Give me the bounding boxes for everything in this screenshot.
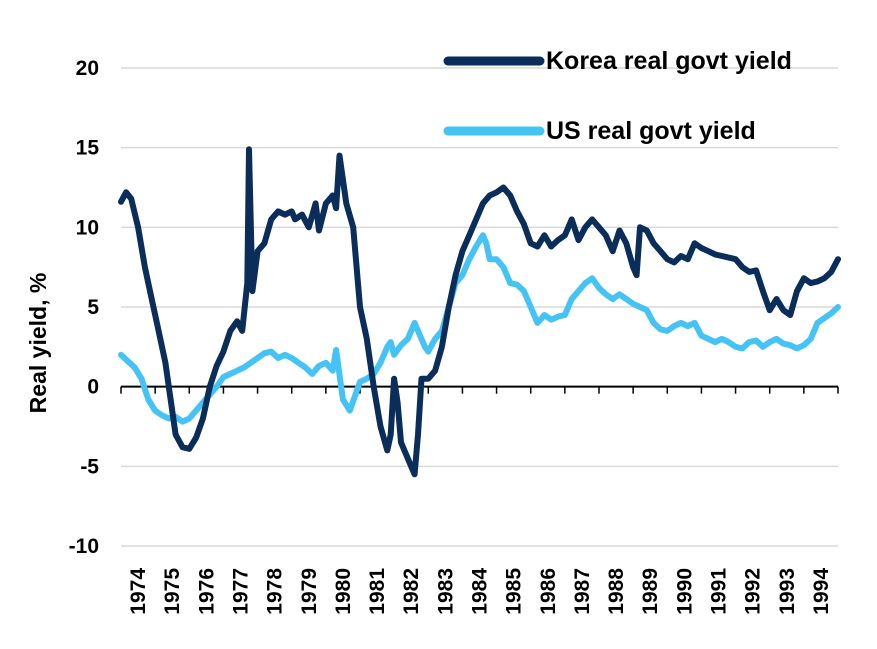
x-tick-label: 1976: [195, 568, 218, 615]
x-tick-label: 1982: [400, 568, 423, 615]
x-tick-label: 1991: [708, 568, 731, 615]
y-tick-label: 15: [76, 137, 100, 160]
x-tick-label: 1981: [366, 568, 389, 615]
x-tick-label: 1979: [298, 568, 321, 615]
y-tick-label: 20: [76, 57, 99, 80]
x-tick-label: 1987: [571, 568, 594, 615]
x-tick-label: 1977: [230, 568, 253, 615]
y-axis-title: Real yield, %: [25, 273, 51, 414]
x-tick-label: 1980: [332, 568, 355, 615]
y-axis-ticks: -10 -5 0 5 10 15 20: [69, 57, 100, 558]
x-tick-label: 1994: [810, 568, 833, 615]
y-tick-label: 5: [87, 296, 99, 319]
x-tick-label: 1990: [673, 568, 696, 615]
legend-label-us: US real govt yield: [546, 117, 756, 145]
x-tick-label: 1975: [161, 568, 184, 615]
x-tick-label: 1985: [503, 568, 526, 615]
x-axis: [120, 385, 839, 394]
y-tick-label: 0: [87, 376, 99, 399]
series-line-us: [118, 232, 841, 425]
x-axis-ticks: 1974 1975 1976 1977 1978 1979 1980 1981 1982 1983…: [127, 568, 833, 615]
x-tick-label: 1986: [537, 568, 560, 615]
gridlines: [121, 67, 838, 547]
x-tick-label: 1984: [469, 568, 492, 615]
x-tick-label: 1992: [742, 568, 765, 615]
series-line-korea: [118, 146, 841, 478]
x-tick-label: 1989: [639, 568, 662, 615]
x-tick-label: 1983: [434, 568, 457, 615]
x-tick-label: 1974: [127, 568, 150, 615]
legend: Korea real govt yield US real govt yield: [443, 47, 792, 145]
x-tick-label: 1993: [776, 568, 799, 615]
x-tick-label: 1988: [605, 568, 628, 615]
x-tick-label: 1978: [264, 568, 287, 615]
y-tick-label: -10: [69, 535, 99, 558]
y-tick-label: 10: [76, 216, 99, 239]
series-lines: [118, 146, 841, 478]
legend-label-korea: Korea real govt yield: [546, 47, 792, 75]
y-tick-label: -5: [80, 455, 99, 478]
